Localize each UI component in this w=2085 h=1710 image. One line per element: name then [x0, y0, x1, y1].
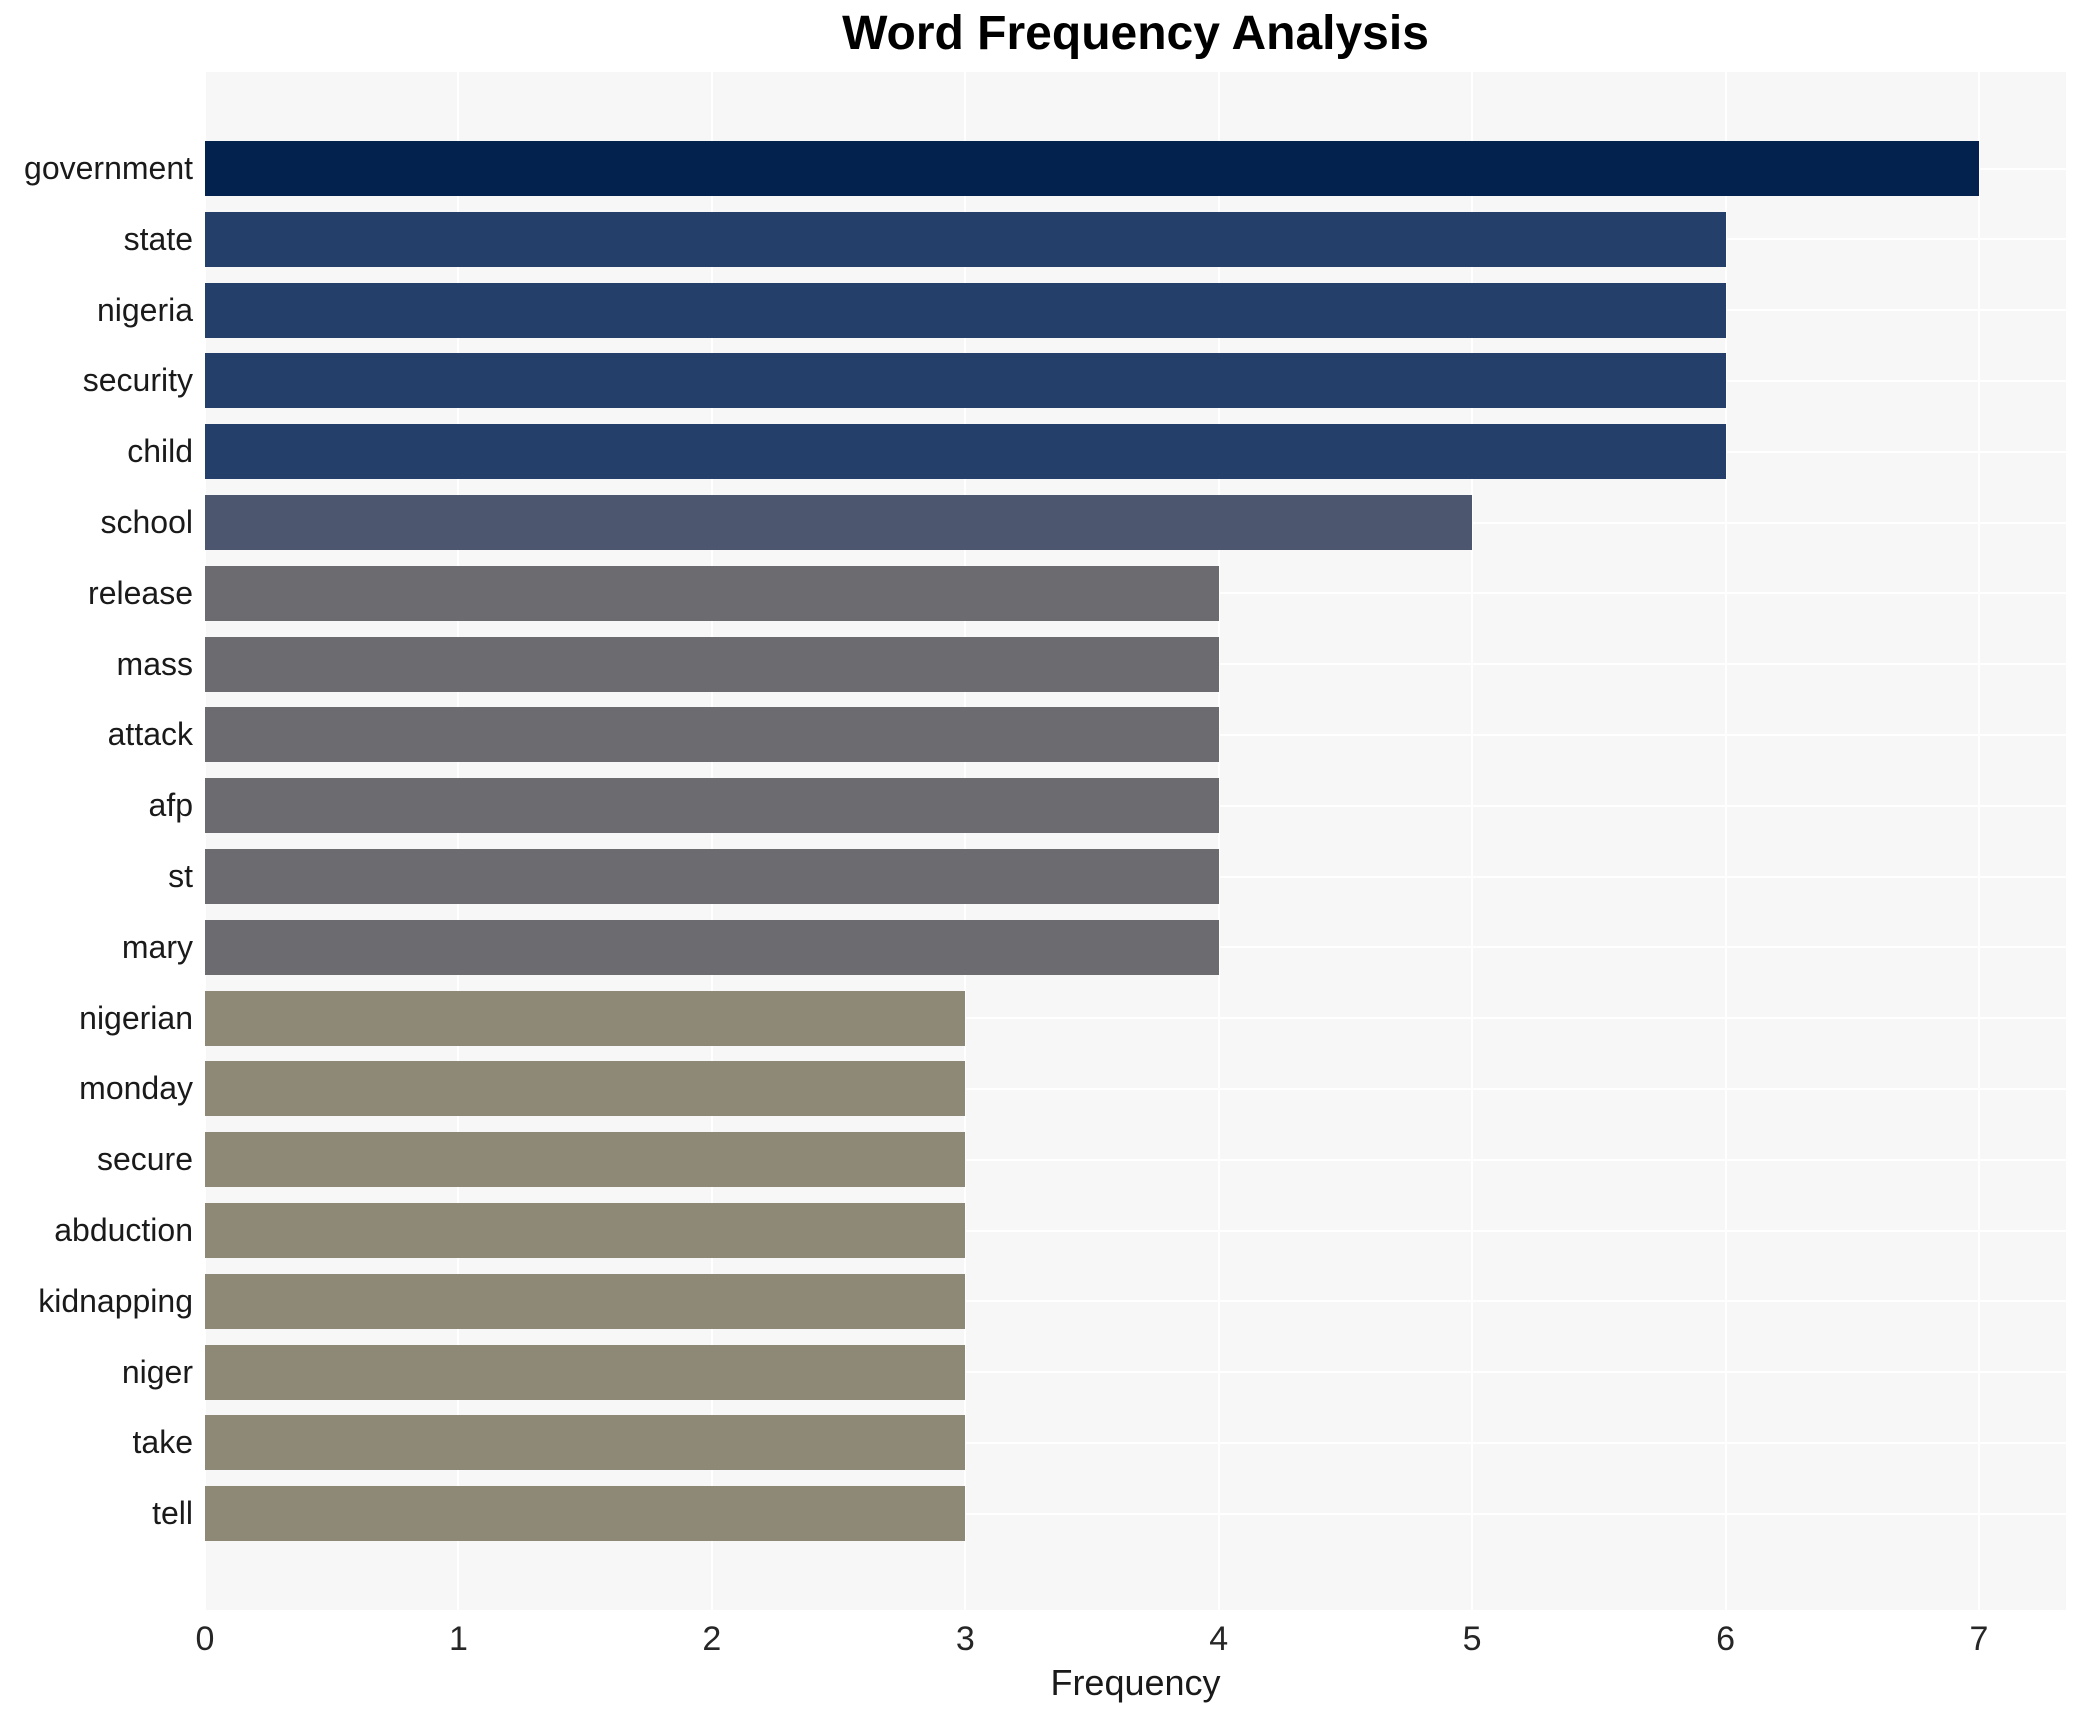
- horizontal-gridline-nigerian: [205, 1017, 2066, 1020]
- bar-school: [205, 495, 1473, 550]
- horizontal-gridline-niger: [205, 1371, 2066, 1374]
- bar-tell: [205, 1486, 966, 1542]
- vertical-gridline-6: [1724, 72, 1727, 1610]
- horizontal-gridline-take: [205, 1441, 2066, 1444]
- category-label-state: state: [123, 220, 193, 257]
- category-label-nigerian: nigerian: [79, 999, 193, 1036]
- bar-security: [205, 353, 1726, 409]
- bar-afp: [205, 778, 1219, 834]
- bar-nigeria: [205, 282, 1726, 338]
- category-label-abduction: abduction: [54, 1212, 193, 1248]
- category-label-child: child: [127, 433, 193, 470]
- vertical-gridline-3: [964, 72, 967, 1610]
- category-label-security: security: [82, 362, 193, 399]
- horizontal-gridline-secure: [205, 1158, 2066, 1161]
- vertical-gridline-2: [710, 72, 713, 1610]
- bar-secure: [205, 1132, 966, 1188]
- x-tick-label-1: 1: [448, 1620, 468, 1658]
- category-label-mary: mary: [121, 928, 193, 965]
- x-tick-label-2: 2: [702, 1620, 722, 1658]
- bar-take: [205, 1415, 966, 1471]
- category-label-kidnapping: kidnapping: [38, 1282, 193, 1319]
- category-label-mass: mass: [116, 645, 193, 682]
- category-label-afp: afp: [148, 787, 193, 824]
- horizontal-gridline-monday: [205, 1087, 2066, 1090]
- vertical-gridline-0: [204, 72, 206, 1610]
- x-tick-label-3: 3: [955, 1620, 975, 1658]
- bar-government: [205, 141, 1979, 196]
- bar-kidnapping: [205, 1273, 966, 1329]
- category-label-attack: attack: [107, 716, 193, 753]
- bar-niger: [205, 1344, 966, 1400]
- bar-mary: [205, 919, 1219, 975]
- bar-nigerian: [205, 990, 966, 1046]
- category-label-school: school: [100, 504, 194, 540]
- bar-release: [205, 565, 1219, 621]
- category-label-monday: monday: [79, 1070, 193, 1107]
- chart-title: Word Frequency Analysis: [842, 7, 1429, 60]
- x-tick-label-7: 7: [1969, 1620, 1989, 1658]
- x-tick-label-0: 0: [195, 1620, 215, 1658]
- vertical-gridline-7: [1978, 72, 1980, 1610]
- category-label-niger: niger: [121, 1353, 193, 1390]
- bar-monday: [205, 1061, 966, 1117]
- vertical-gridline-4: [1217, 72, 1220, 1610]
- horizontal-gridline-abduction: [205, 1229, 2066, 1232]
- bar-attack: [205, 707, 1219, 763]
- category-label-nigeria: nigeria: [96, 291, 193, 328]
- bar-abduction: [205, 1203, 966, 1258]
- horizontal-gridline-tell: [205, 1512, 2066, 1515]
- category-label-government: government: [24, 150, 193, 186]
- plot-area: [204, 72, 2066, 1610]
- horizontal-gridline-kidnapping: [205, 1300, 2066, 1303]
- bar-child: [205, 424, 1726, 480]
- x-axis-label: Frequency: [1050, 1662, 1221, 1703]
- vertical-gridline-5: [1471, 72, 1474, 1610]
- x-tick-label-6: 6: [1716, 1620, 1736, 1658]
- category-label-tell: tell: [152, 1495, 193, 1532]
- bar-mass: [205, 636, 1219, 692]
- category-label-secure: secure: [96, 1141, 193, 1178]
- bar-state: [205, 211, 1726, 267]
- category-label-st: st: [168, 858, 193, 894]
- x-tick-label-4: 4: [1209, 1620, 1229, 1658]
- category-label-release: release: [88, 574, 193, 611]
- category-label-take: take: [132, 1424, 193, 1461]
- vertical-gridline-1: [457, 72, 460, 1610]
- x-tick-label-5: 5: [1462, 1620, 1482, 1658]
- bar-st: [205, 849, 1219, 904]
